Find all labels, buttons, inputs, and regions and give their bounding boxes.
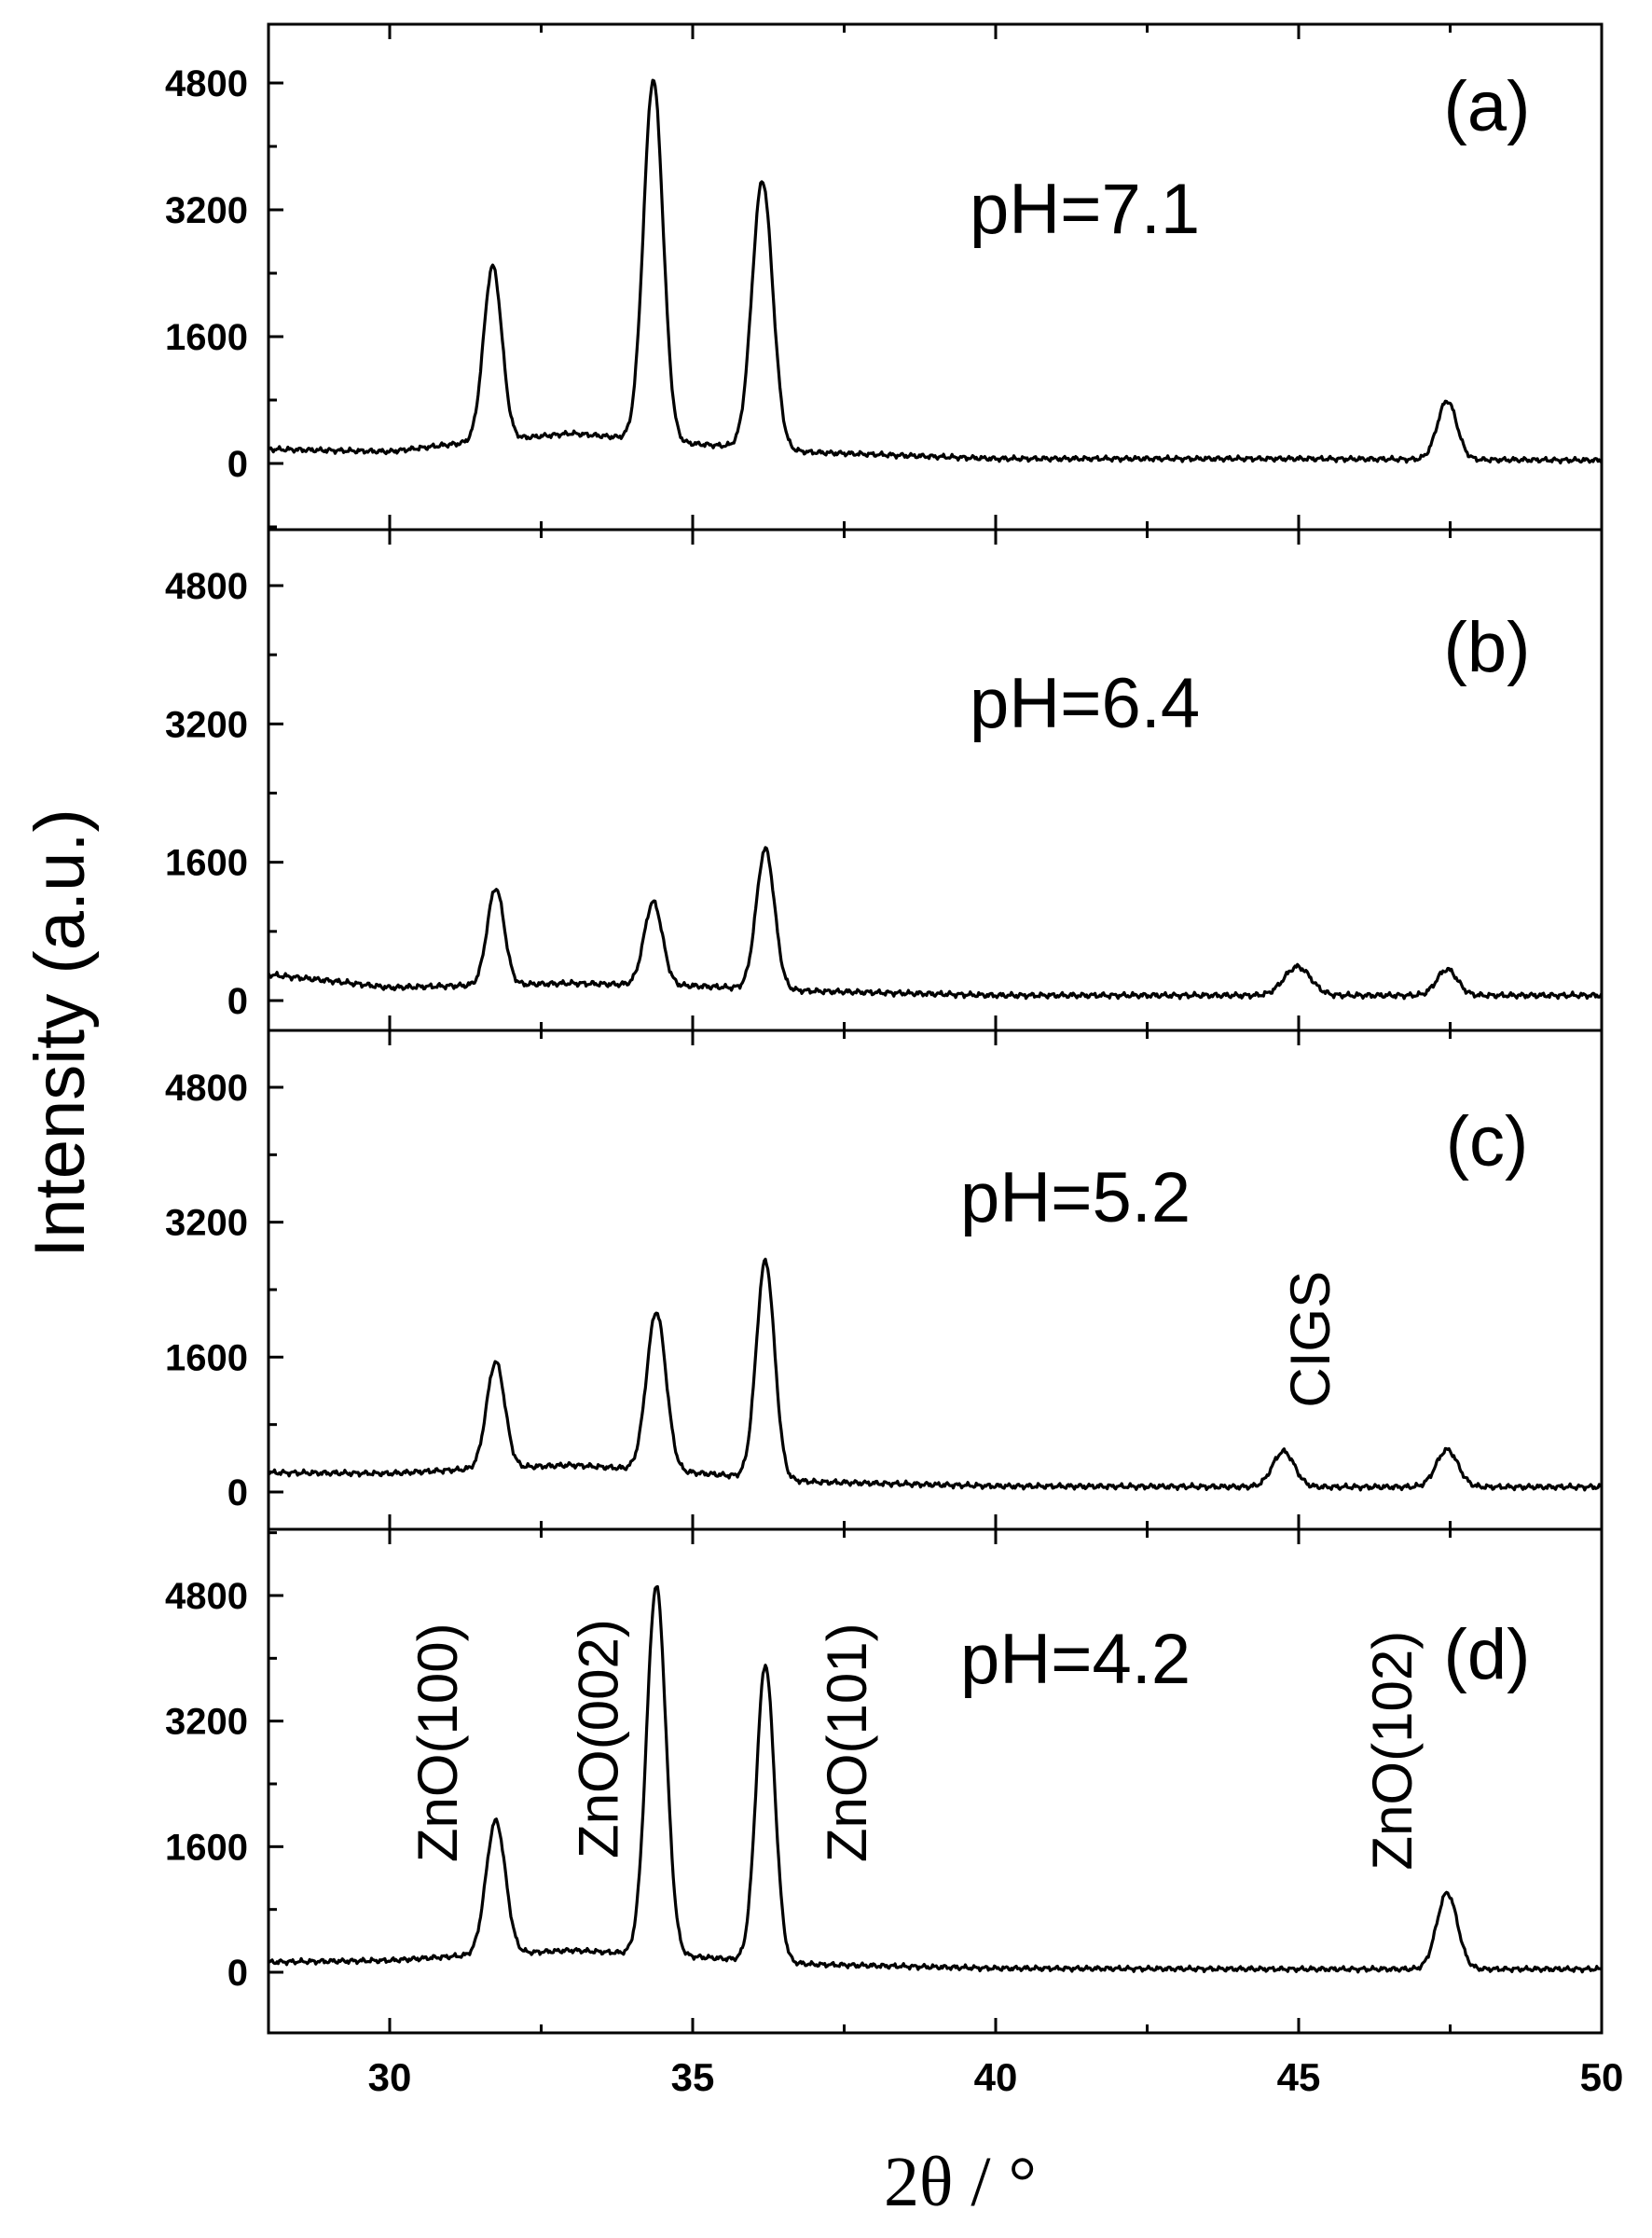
y-tick-label: 4800 <box>165 1068 248 1109</box>
peak-annotation: CIGS <box>1279 1271 1342 1408</box>
y-tick-label: 1600 <box>165 317 248 358</box>
ph-label: pH=6.4 <box>970 664 1200 743</box>
peak-annotation: ZnO(002) <box>567 1619 629 1858</box>
y-tick-label: 0 <box>227 1472 248 1513</box>
y-tick-label: 4800 <box>165 1576 248 1617</box>
x-tick-label: 35 <box>671 2055 715 2099</box>
y-tick-label: 0 <box>227 1953 248 1994</box>
xrd-series-line <box>267 1257 1603 1492</box>
ph-label: pH=7.1 <box>970 170 1200 249</box>
y-tick-label: 3200 <box>165 1702 248 1743</box>
panel-c: 0 1600 3200 4800 (c) pH=5.2 CIGS <box>165 1029 1604 1531</box>
peak-annotation: ZnO(100) <box>406 1623 469 1862</box>
panel-frame <box>267 528 1604 1032</box>
y-tick-label: 4800 <box>165 566 248 607</box>
y-tick-label: 1600 <box>165 1337 248 1378</box>
panel-frame <box>267 1527 1604 2035</box>
panel-label: (d) <box>1444 1615 1531 1694</box>
ph-label: pH=5.2 <box>960 1158 1191 1237</box>
x-tick-label: 30 <box>368 2055 412 2099</box>
y-tick-label: 3200 <box>165 704 248 745</box>
x-tick-label: 40 <box>974 2055 1018 2099</box>
panel-label: (b) <box>1444 608 1531 687</box>
panel-b: 0 1600 3200 4800 (b) pH=6.4 <box>165 528 1604 1032</box>
y-tick-label: 3200 <box>165 190 248 231</box>
panel-frame <box>267 1029 1604 1531</box>
x-tick-label: 50 <box>1580 2055 1624 2099</box>
panel-label: (c) <box>1446 1102 1529 1181</box>
y-axis-title: Intensity (a.u.) <box>21 808 100 1258</box>
y-tick-label: 3200 <box>165 1203 248 1244</box>
x-axis-title: 2θ / ° <box>884 2143 1037 2221</box>
xrd-series-line <box>268 78 1603 465</box>
panel-a: 0 1600 3200 4800 (a) pH=7.1 <box>165 22 1604 532</box>
xrd-series-line <box>267 846 1604 1001</box>
panel-frame <box>267 22 1604 532</box>
peak-annotation: ZnO(102) <box>1361 1631 1424 1871</box>
x-tick-label: 45 <box>1277 2055 1321 2099</box>
ph-label: pH=4.2 <box>960 1620 1191 1699</box>
xrd-series-line <box>267 1584 1603 1974</box>
y-tick-label: 0 <box>227 981 248 1022</box>
peak-annotation: ZnO(101) <box>816 1623 878 1862</box>
panel-d: 0 1600 3200 4800 (d) pH=4.2 ZnO(100) ZnO(002) Zn… <box>165 1527 1604 2035</box>
y-tick-label: 4800 <box>165 63 248 104</box>
y-tick-label: 1600 <box>165 843 248 884</box>
y-tick-label: 0 <box>227 444 248 485</box>
panel-label: (a) <box>1444 67 1531 146</box>
y-tick-label: 1600 <box>165 1827 248 1868</box>
